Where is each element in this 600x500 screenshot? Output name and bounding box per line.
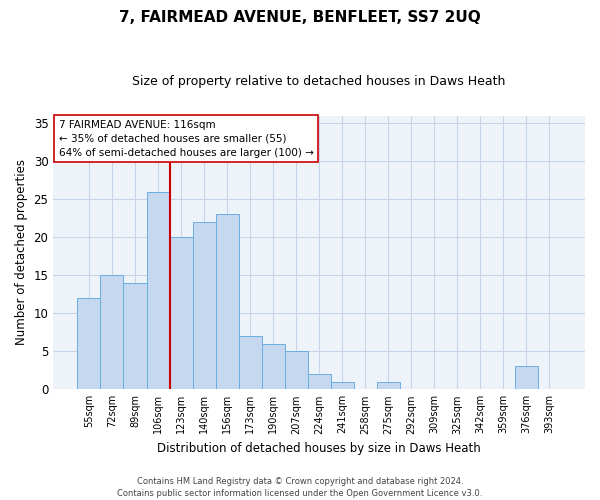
Y-axis label: Number of detached properties: Number of detached properties bbox=[15, 160, 28, 346]
Bar bbox=[124, 283, 146, 390]
Bar bbox=[377, 382, 400, 390]
Bar bbox=[239, 336, 262, 390]
Text: Contains HM Land Registry data © Crown copyright and database right 2024.
Contai: Contains HM Land Registry data © Crown c… bbox=[118, 476, 482, 498]
Bar bbox=[308, 374, 331, 390]
Bar bbox=[77, 298, 100, 390]
Bar bbox=[100, 275, 124, 390]
Title: Size of property relative to detached houses in Daws Heath: Size of property relative to detached ho… bbox=[133, 75, 506, 88]
Text: 7 FAIRMEAD AVENUE: 116sqm
← 35% of detached houses are smaller (55)
64% of semi-: 7 FAIRMEAD AVENUE: 116sqm ← 35% of detac… bbox=[59, 120, 313, 158]
Bar bbox=[170, 237, 193, 390]
Bar bbox=[284, 352, 308, 390]
Bar bbox=[146, 192, 170, 390]
Bar bbox=[331, 382, 353, 390]
Bar bbox=[515, 366, 538, 390]
Bar bbox=[262, 344, 284, 390]
Bar bbox=[215, 214, 239, 390]
X-axis label: Distribution of detached houses by size in Daws Heath: Distribution of detached houses by size … bbox=[157, 442, 481, 455]
Text: 7, FAIRMEAD AVENUE, BENFLEET, SS7 2UQ: 7, FAIRMEAD AVENUE, BENFLEET, SS7 2UQ bbox=[119, 10, 481, 25]
Bar bbox=[193, 222, 215, 390]
